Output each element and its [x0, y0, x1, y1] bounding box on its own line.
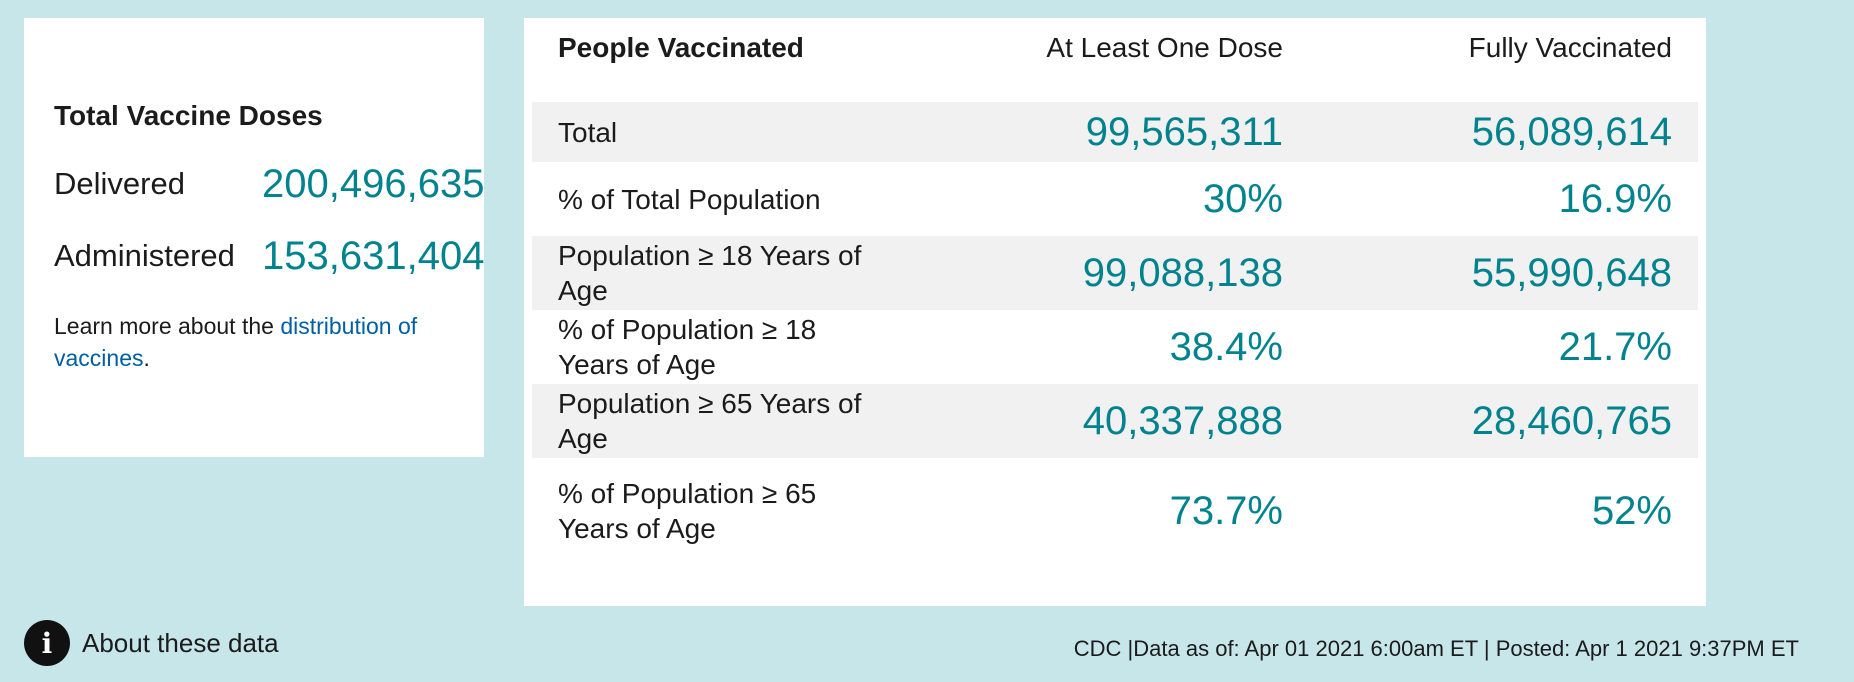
header-people-vaccinated: People Vaccinated	[558, 32, 804, 63]
fully-vaccinated-value: 55,990,648	[1471, 250, 1672, 295]
table-row: Population ≥ 18 Years of Age 99,088,138 …	[532, 236, 1698, 310]
total-doses-card: Total Vaccine Doses Delivered 200,496,63…	[24, 18, 484, 457]
one-dose-value: 73.7%	[1169, 488, 1283, 533]
total-doses-title: Total Vaccine Doses	[54, 100, 323, 131]
one-dose-value: 30%	[1202, 176, 1283, 221]
administered-row: Administered 153,631,404	[54, 220, 484, 292]
row-label: % of Population ≥ 18 Years of Age	[558, 314, 817, 380]
administered-label: Administered	[54, 238, 235, 273]
table-row: Total 99,565,311 56,089,614	[532, 102, 1698, 162]
about-data-label[interactable]: About these data	[82, 627, 279, 658]
fully-vaccinated-value: 21.7%	[1558, 324, 1672, 369]
row-label: Total	[558, 116, 618, 148]
fully-vaccinated-value: 28,460,765	[1471, 398, 1672, 443]
header-at-least-one-dose: At Least One Dose	[1046, 32, 1283, 63]
row-label: % of Population ≥ 65 Years of Age	[558, 478, 817, 544]
table-header: People Vaccinated At Least One Dose Full…	[524, 18, 1706, 102]
table-row: % of Population ≥ 18 Years of Age 38.4% …	[532, 310, 1698, 384]
delivered-label: Delivered	[54, 166, 185, 201]
one-dose-value: 99,565,311	[1085, 109, 1283, 154]
info-icon[interactable]: i	[24, 620, 70, 666]
administered-value: 153,631,404	[262, 233, 485, 278]
row-label: Population ≥ 18 Years of Age	[558, 240, 862, 306]
table-row: Population ≥ 65 Years of Age 40,337,888 …	[532, 384, 1698, 458]
learn-more-text: Learn more about the distribution of vac…	[54, 310, 454, 374]
delivered-row: Delivered 200,496,635	[54, 148, 484, 220]
distribution-link[interactable]: distribution of vaccines	[54, 313, 418, 371]
learn-more-prefix: Learn more about the	[54, 313, 281, 339]
data-source-line: CDC |Data as of: Apr 01 2021 6:00am ET |…	[1073, 636, 1799, 661]
fully-vaccinated-value: 16.9%	[1558, 176, 1672, 221]
table-row: % of Total Population 30% 16.9%	[532, 162, 1698, 236]
about-data-button[interactable]: i About these data	[24, 620, 279, 666]
header-fully-vaccinated: Fully Vaccinated	[1468, 32, 1672, 63]
table-row: % of Population ≥ 65 Years of Age 73.7% …	[532, 458, 1698, 564]
one-dose-value: 40,337,888	[1082, 398, 1283, 443]
one-dose-value: 99,088,138	[1082, 250, 1283, 295]
delivered-value: 200,496,635	[262, 161, 485, 206]
one-dose-value: 38.4%	[1169, 324, 1283, 369]
row-label: Population ≥ 65 Years of Age	[558, 388, 862, 454]
fully-vaccinated-value: 52%	[1591, 488, 1672, 533]
row-label: % of Total Population	[558, 183, 821, 215]
fully-vaccinated-value: 56,089,614	[1471, 109, 1672, 154]
learn-more-suffix: .	[143, 345, 150, 371]
people-vaccinated-table: People Vaccinated At Least One Dose Full…	[524, 18, 1706, 606]
